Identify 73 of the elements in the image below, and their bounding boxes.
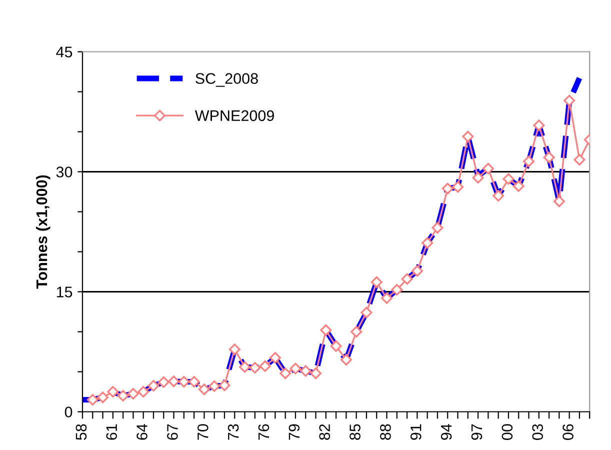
x-tick-label: 64 xyxy=(136,424,148,440)
point xyxy=(553,196,565,208)
point xyxy=(512,180,524,192)
point xyxy=(543,152,555,164)
point xyxy=(97,392,109,404)
point xyxy=(411,265,423,277)
y-tick-label: 45 xyxy=(56,46,72,58)
point xyxy=(239,361,251,373)
point xyxy=(259,360,271,372)
x-tick-label: 85 xyxy=(350,424,360,440)
x-tick-label: 88 xyxy=(380,424,391,440)
point xyxy=(330,340,342,352)
point xyxy=(290,362,302,374)
x-tick-label: 06 xyxy=(562,424,574,440)
point xyxy=(280,368,292,380)
x-tick-label: 03 xyxy=(532,424,544,440)
legend-label: WPNE2009 xyxy=(194,110,274,122)
point xyxy=(117,390,129,402)
point xyxy=(391,284,403,296)
point xyxy=(300,365,312,377)
point xyxy=(310,368,322,380)
x-tick-label: 61 xyxy=(106,424,118,440)
point xyxy=(492,190,504,202)
point xyxy=(188,376,200,388)
legend-label: SC_2008 xyxy=(196,73,258,87)
point xyxy=(482,162,494,174)
point xyxy=(452,181,464,193)
x-tick-label: 58 xyxy=(76,424,87,440)
point xyxy=(86,394,98,406)
point xyxy=(502,173,514,185)
point xyxy=(472,172,484,184)
point xyxy=(269,352,281,364)
point xyxy=(442,182,454,194)
point xyxy=(360,306,372,318)
y-tick-label: 15 xyxy=(56,286,72,298)
x-tick-label: 94 xyxy=(440,424,452,440)
point xyxy=(320,324,332,336)
x-tick-label: 82 xyxy=(319,424,330,440)
point xyxy=(422,237,434,249)
y-tick-label: 0 xyxy=(64,406,72,418)
y-tick-label: 30 xyxy=(56,166,72,178)
point xyxy=(168,376,180,388)
point xyxy=(564,94,576,106)
point xyxy=(228,344,240,356)
point xyxy=(107,386,119,398)
point xyxy=(523,156,535,168)
point xyxy=(432,222,444,234)
point xyxy=(340,354,352,366)
point xyxy=(574,154,586,166)
point xyxy=(148,380,160,392)
point xyxy=(533,120,545,132)
x-tick-label: 00 xyxy=(502,424,513,440)
point xyxy=(218,380,230,392)
x-tick-label: 73 xyxy=(228,424,239,440)
x-tick-label: 70 xyxy=(197,424,208,440)
point xyxy=(401,273,413,285)
x-tick-label: 79 xyxy=(288,424,300,440)
point xyxy=(381,292,393,304)
x-tick-label: 91 xyxy=(410,424,422,440)
x-tick-label: 97 xyxy=(471,424,482,440)
point xyxy=(208,380,220,392)
point xyxy=(138,386,150,398)
point xyxy=(462,130,474,142)
x-tick-label: 76 xyxy=(258,424,270,440)
x-tick-label: 67 xyxy=(167,424,178,440)
point xyxy=(370,276,382,288)
point xyxy=(350,326,362,338)
point xyxy=(158,376,170,388)
point xyxy=(127,388,139,400)
point xyxy=(178,376,190,388)
y-axis-title: Tonnes (x1,000) xyxy=(36,175,50,289)
point xyxy=(249,362,261,374)
point xyxy=(198,384,210,396)
